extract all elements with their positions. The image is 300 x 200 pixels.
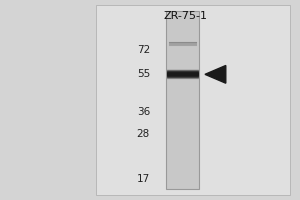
Text: 72: 72	[137, 45, 150, 55]
FancyBboxPatch shape	[97, 5, 290, 195]
Text: 17: 17	[137, 174, 150, 184]
Text: 55: 55	[137, 69, 150, 79]
Polygon shape	[205, 65, 226, 83]
Text: ZR-75-1: ZR-75-1	[164, 11, 208, 21]
Text: 28: 28	[137, 129, 150, 139]
Text: 36: 36	[137, 107, 150, 117]
FancyBboxPatch shape	[166, 11, 199, 189]
